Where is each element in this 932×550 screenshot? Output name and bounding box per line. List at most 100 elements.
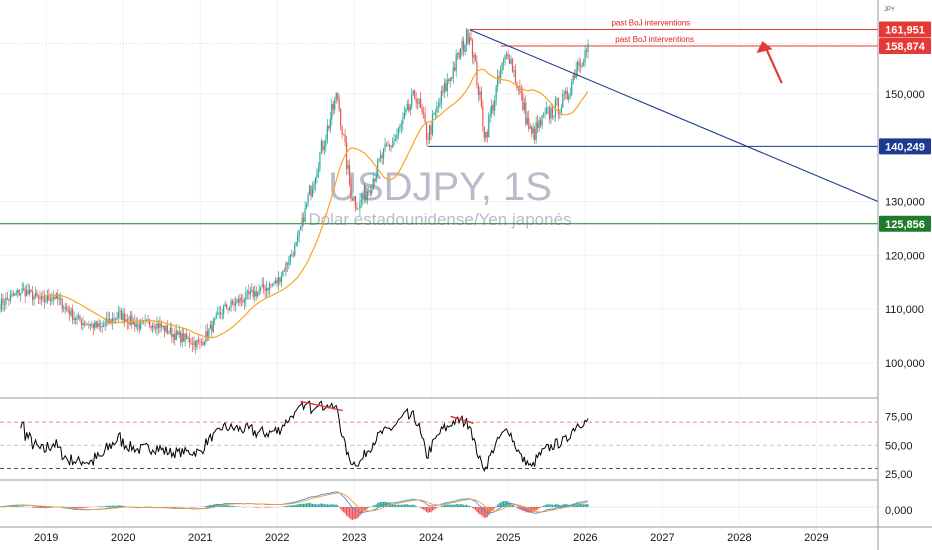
candle-body (283, 270, 285, 272)
time-axis[interactable]: 2019 2020 2021 2022 2023 2024 2025 2026 2027 2028… (34, 532, 829, 544)
macd-histogram-bar (495, 506, 497, 507)
macd-histogram-bar (550, 504, 552, 507)
macd-histogram-bar (534, 507, 536, 512)
macd-histogram-bar (14, 505, 16, 507)
candle-body (574, 74, 576, 78)
macd-histogram-bar (375, 504, 377, 507)
candle-body (340, 109, 342, 127)
macd-histogram-bar (366, 507, 368, 509)
candle-body (430, 125, 432, 135)
candle-body (337, 92, 339, 99)
candle-body (362, 198, 364, 200)
candle-body (18, 290, 20, 296)
candle-body (491, 104, 493, 115)
candle-body (245, 292, 247, 301)
candle-body (483, 126, 485, 138)
macd-histogram-bar (403, 504, 405, 507)
rsi-tick-label: 50,00 (885, 440, 913, 452)
macd-histogram-bar (329, 504, 331, 507)
macd-histogram-bar (584, 504, 586, 507)
price-tag-label: 161,951 (885, 24, 925, 36)
candle-body (200, 341, 203, 343)
macd-histogram-bar (313, 504, 315, 507)
macd-histogram-bar (101, 506, 103, 507)
candle-body (569, 94, 571, 97)
macd-histogram-bar (387, 502, 389, 507)
candle-body (64, 306, 66, 309)
candle-body (473, 54, 475, 58)
candle-body (417, 102, 419, 104)
macd-histogram-bar (255, 507, 257, 508)
candle-body (66, 306, 68, 309)
candle-body (252, 289, 254, 297)
candle-body (249, 291, 251, 295)
candle-body (67, 308, 69, 312)
macd-histogram-bar (442, 505, 444, 507)
candle-body (180, 332, 182, 343)
macd-histogram-bar (535, 507, 537, 511)
macd-histogram-bar (406, 504, 408, 507)
arrow-head[interactable] (756, 41, 773, 54)
macd-histogram-bar (320, 503, 323, 507)
candle-body (282, 270, 284, 277)
candle-body (428, 125, 431, 141)
horizontal-levels[interactable] (0, 28, 878, 225)
macd-histogram-bar (285, 505, 287, 507)
macd-histogram-bar (303, 503, 305, 507)
candle-body (103, 325, 105, 327)
candle-body (191, 343, 194, 345)
rsi-tick-label: 75,00 (885, 411, 913, 423)
candle-body (51, 298, 53, 302)
macd-histogram-bar (297, 504, 299, 507)
candle-body (332, 103, 334, 110)
candle-body (537, 122, 539, 129)
candle-body (165, 325, 167, 332)
candle-body (571, 81, 573, 95)
arrow-shaft[interactable] (764, 46, 783, 84)
macd-histogram-bar (194, 507, 197, 508)
macd-histogram-bar (109, 505, 111, 507)
candle-body (169, 327, 171, 333)
macd-histogram-bar (479, 507, 481, 515)
signal-line (0, 492, 589, 513)
rsi-line (20, 400, 589, 472)
candle-body (431, 114, 434, 135)
candle-body (582, 62, 585, 65)
macd-histogram-bar (385, 501, 388, 507)
macd-histogram-bar (436, 507, 438, 508)
rsi-divergence (450, 415, 474, 425)
macd-histogram-bar (393, 504, 395, 507)
candle-body (271, 283, 274, 285)
macd-histogram-bar (542, 505, 545, 507)
candle-body (528, 117, 530, 129)
candle-body (560, 107, 562, 113)
macd-histogram-bar (267, 507, 269, 508)
candle-body (174, 333, 176, 341)
macd-histogram-bar (356, 507, 358, 519)
candle-body (489, 114, 491, 117)
candle-body (406, 103, 408, 110)
candle-body (371, 189, 373, 194)
candle-body (57, 293, 59, 300)
candle-body (467, 29, 469, 44)
candle-body (156, 323, 158, 329)
macd-histogram-bar (428, 507, 431, 513)
macd-histogram-bar (399, 504, 401, 507)
candle-body (396, 134, 398, 139)
annotation-arrow[interactable] (756, 41, 783, 84)
candle-body (134, 320, 136, 327)
candle-body (97, 323, 99, 328)
candle-body (437, 105, 440, 107)
descending-trendline[interactable] (469, 29, 879, 203)
macd-histogram-bar (563, 504, 565, 507)
candle-body (101, 326, 103, 327)
candle-body (541, 115, 543, 126)
price-axis[interactable]: 100,000 110,000 120,000 130,000 150,000 75,00… (877, 0, 925, 550)
macd-histogram-bar (520, 507, 522, 510)
macd-histogram-bar (347, 507, 349, 517)
candle-body (60, 298, 62, 300)
candle-body (14, 293, 16, 296)
macd-histogram-bar (443, 504, 445, 507)
macd-histogram-bar (457, 503, 459, 507)
